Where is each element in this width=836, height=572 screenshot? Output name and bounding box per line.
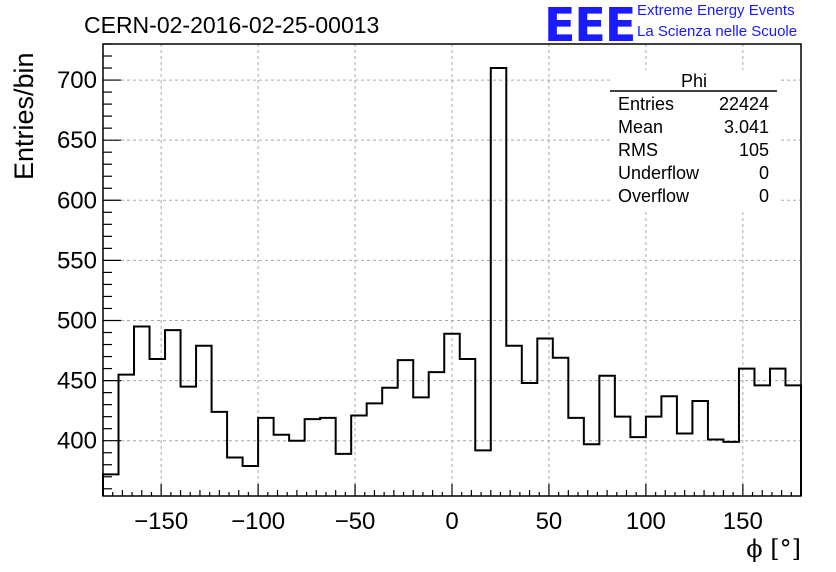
stats-row-label: Entries xyxy=(618,94,674,114)
y-tick-label: 400 xyxy=(57,428,97,455)
grid-lines xyxy=(103,44,801,496)
histogram-bin xyxy=(103,474,119,496)
y-tick-label: 500 xyxy=(57,307,97,334)
stats-row-label: Mean xyxy=(618,117,663,137)
stats-row-value: 105 xyxy=(739,140,769,160)
histogram-bin xyxy=(615,417,631,496)
histogram-bin xyxy=(630,437,646,496)
histogram-bin xyxy=(196,346,212,496)
histogram-bin xyxy=(212,412,228,496)
histogram-bin xyxy=(708,440,724,497)
stats-row-value: 3.041 xyxy=(724,117,769,137)
logo-line-1: Extreme Energy Events xyxy=(637,2,795,19)
histogram-bin xyxy=(150,359,166,496)
y-tick-label: 600 xyxy=(57,187,97,214)
histogram-bin xyxy=(599,376,615,496)
histogram-bin xyxy=(460,359,476,496)
histogram-bin xyxy=(243,466,259,496)
stats-row-value: 0 xyxy=(759,163,769,183)
histogram-bin xyxy=(134,327,150,497)
y-axis-ticks: 400 450 500 550 600 650 700 xyxy=(57,43,121,490)
histogram-outline xyxy=(102,67,802,496)
x-tick-label: −100 xyxy=(231,508,285,535)
x-tick-label: −150 xyxy=(134,508,188,535)
x-tick-label: −50 xyxy=(335,508,376,535)
histogram-bin xyxy=(336,454,352,496)
histogram-bin xyxy=(227,458,243,496)
histogram-bin xyxy=(165,330,181,496)
histogram-bin xyxy=(677,433,693,496)
histogram-bin xyxy=(661,396,677,496)
chart-title: CERN-02-2016-02-25-00013 xyxy=(84,12,379,38)
y-tick-label: 650 xyxy=(57,127,97,154)
histogram-bin xyxy=(181,387,197,496)
histogram-bin xyxy=(475,450,491,496)
histogram-bin xyxy=(537,339,553,496)
histogram-bin xyxy=(491,68,507,496)
y-tick-label: 450 xyxy=(57,368,97,395)
y-tick-label: 700 xyxy=(57,67,97,94)
histogram-bin xyxy=(754,385,770,496)
histogram-bin xyxy=(739,369,755,496)
histogram-bin xyxy=(119,375,135,496)
x-tick-label: 150 xyxy=(723,508,763,535)
histogram-bin xyxy=(568,418,584,496)
x-tick-label: 0 xyxy=(445,508,458,535)
x-axis-label: ϕ [°] xyxy=(746,535,801,563)
y-axis-label: Entries/bin xyxy=(9,52,39,180)
stats-row-value: 0 xyxy=(759,186,769,206)
logo-line-2: La Scienza nelle Scuole xyxy=(637,23,798,40)
histogram-bin xyxy=(506,346,522,496)
histogram-bin xyxy=(367,403,383,496)
histogram-bin xyxy=(382,388,398,496)
histogram-bin xyxy=(553,358,569,496)
histogram-bin xyxy=(723,442,739,496)
stats-box-background xyxy=(610,70,778,210)
stats-row-value: 22424 xyxy=(719,94,769,114)
x-tick-label: 100 xyxy=(626,508,666,535)
histogram-bin xyxy=(289,441,305,496)
histogram-bin xyxy=(646,417,662,496)
histogram-bin xyxy=(320,418,336,496)
histogram-bin xyxy=(584,444,600,496)
x-axis-ticks: −150 −100 −50 0 50 100 150 xyxy=(112,484,792,535)
histogram-bin xyxy=(413,397,429,496)
histogram-bin xyxy=(258,418,274,496)
x-tick-label: 50 xyxy=(536,508,563,535)
stats-title: Phi xyxy=(681,71,707,91)
histogram-bin xyxy=(522,383,538,496)
stats-row-label: Underflow xyxy=(618,163,700,183)
histogram-bin xyxy=(274,435,290,496)
stats-row-label: RMS xyxy=(618,140,658,160)
stats-row-label: Overflow xyxy=(618,186,690,206)
y-tick-label: 550 xyxy=(57,247,97,274)
histogram-bin xyxy=(305,419,321,496)
histogram-bin xyxy=(351,415,367,496)
histogram-bin xyxy=(692,401,708,496)
histogram-bin xyxy=(770,369,786,496)
histogram-bin xyxy=(429,372,445,496)
eee-logo-mark: EEE xyxy=(544,0,636,52)
stats-box: Phi Entries 22424 Mean 3.041 RMS 105 Underflow 0… xyxy=(610,70,778,210)
